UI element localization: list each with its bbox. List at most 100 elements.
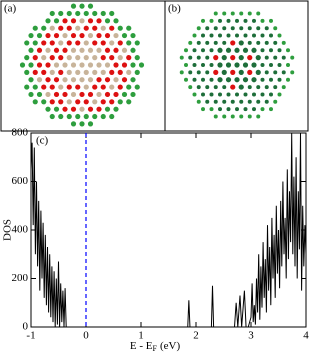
atom xyxy=(247,26,252,31)
atom xyxy=(70,47,77,53)
atom xyxy=(66,113,72,120)
atom xyxy=(209,63,214,67)
atom xyxy=(260,92,265,97)
atom xyxy=(256,26,261,31)
atom xyxy=(53,32,60,39)
atom xyxy=(87,77,94,83)
atom xyxy=(87,106,94,112)
atom xyxy=(83,55,89,61)
atom xyxy=(260,77,265,82)
x-tick-label: 0 xyxy=(83,330,89,342)
atom xyxy=(213,85,218,90)
atom xyxy=(286,48,290,53)
atom xyxy=(49,69,55,75)
y-tick-label: 600 xyxy=(12,175,29,187)
atom xyxy=(213,55,219,61)
atom xyxy=(32,69,38,75)
atom xyxy=(126,55,132,61)
atom xyxy=(92,25,98,31)
atom xyxy=(49,55,55,61)
dos-line xyxy=(30,132,307,328)
atom xyxy=(41,69,47,75)
atom xyxy=(100,113,106,120)
atom xyxy=(100,99,106,105)
atom xyxy=(121,47,128,53)
atom xyxy=(221,55,227,61)
atom xyxy=(217,77,223,83)
atom xyxy=(256,85,261,90)
atom xyxy=(58,55,64,61)
atom xyxy=(196,55,201,60)
atom xyxy=(104,62,111,68)
atom xyxy=(41,40,47,46)
atom xyxy=(247,99,252,104)
atom xyxy=(260,33,265,38)
atom xyxy=(109,84,115,90)
x-tick-label: 2 xyxy=(193,330,199,342)
x-tick-label: 4 xyxy=(303,330,309,342)
atom xyxy=(117,40,123,46)
atom xyxy=(188,70,193,75)
atom xyxy=(226,92,231,97)
atom xyxy=(221,69,227,75)
atom xyxy=(66,40,72,46)
x-label-sub: F xyxy=(153,344,158,353)
atom xyxy=(192,33,197,38)
atom xyxy=(32,99,38,105)
atom xyxy=(205,85,210,90)
atom xyxy=(66,55,72,61)
atom xyxy=(273,70,278,75)
atom xyxy=(205,26,210,31)
atom xyxy=(83,40,89,46)
atom xyxy=(205,55,210,60)
atom xyxy=(41,55,47,61)
atom xyxy=(92,99,98,105)
atom xyxy=(113,32,119,39)
atom xyxy=(83,84,89,90)
x-tick-label: -1 xyxy=(26,330,35,342)
atom xyxy=(109,55,115,61)
atom xyxy=(75,84,81,90)
atom xyxy=(281,40,286,45)
atom xyxy=(238,69,244,75)
molecule-a xyxy=(19,3,145,127)
atom xyxy=(234,62,240,68)
atom xyxy=(260,48,265,53)
atom xyxy=(92,55,98,61)
atom xyxy=(251,62,257,68)
atom xyxy=(126,99,132,105)
atom xyxy=(222,85,227,90)
atom xyxy=(235,92,239,97)
atom xyxy=(62,18,68,24)
atom xyxy=(201,63,205,67)
atom xyxy=(75,99,81,105)
atom xyxy=(218,18,222,23)
atom xyxy=(121,62,128,68)
atom xyxy=(96,91,102,98)
atom xyxy=(113,47,119,53)
atom xyxy=(100,40,106,46)
atom xyxy=(109,10,115,17)
atom xyxy=(83,10,89,17)
atom xyxy=(70,121,77,127)
atom xyxy=(45,91,51,98)
atom xyxy=(218,107,222,112)
atom xyxy=(104,106,111,112)
atom xyxy=(179,70,184,75)
atom xyxy=(218,92,222,97)
atom xyxy=(260,18,265,23)
atom xyxy=(66,84,72,90)
atom xyxy=(79,47,85,53)
atom xyxy=(235,107,239,112)
atom xyxy=(53,62,60,68)
atom xyxy=(126,25,132,31)
panel-label: (b) xyxy=(168,3,181,15)
atom xyxy=(234,77,240,83)
atom xyxy=(192,48,197,53)
atom xyxy=(70,3,77,9)
atom xyxy=(121,32,128,39)
atom xyxy=(256,40,261,45)
atom xyxy=(130,47,136,53)
atom xyxy=(273,55,278,60)
atom xyxy=(53,18,60,24)
